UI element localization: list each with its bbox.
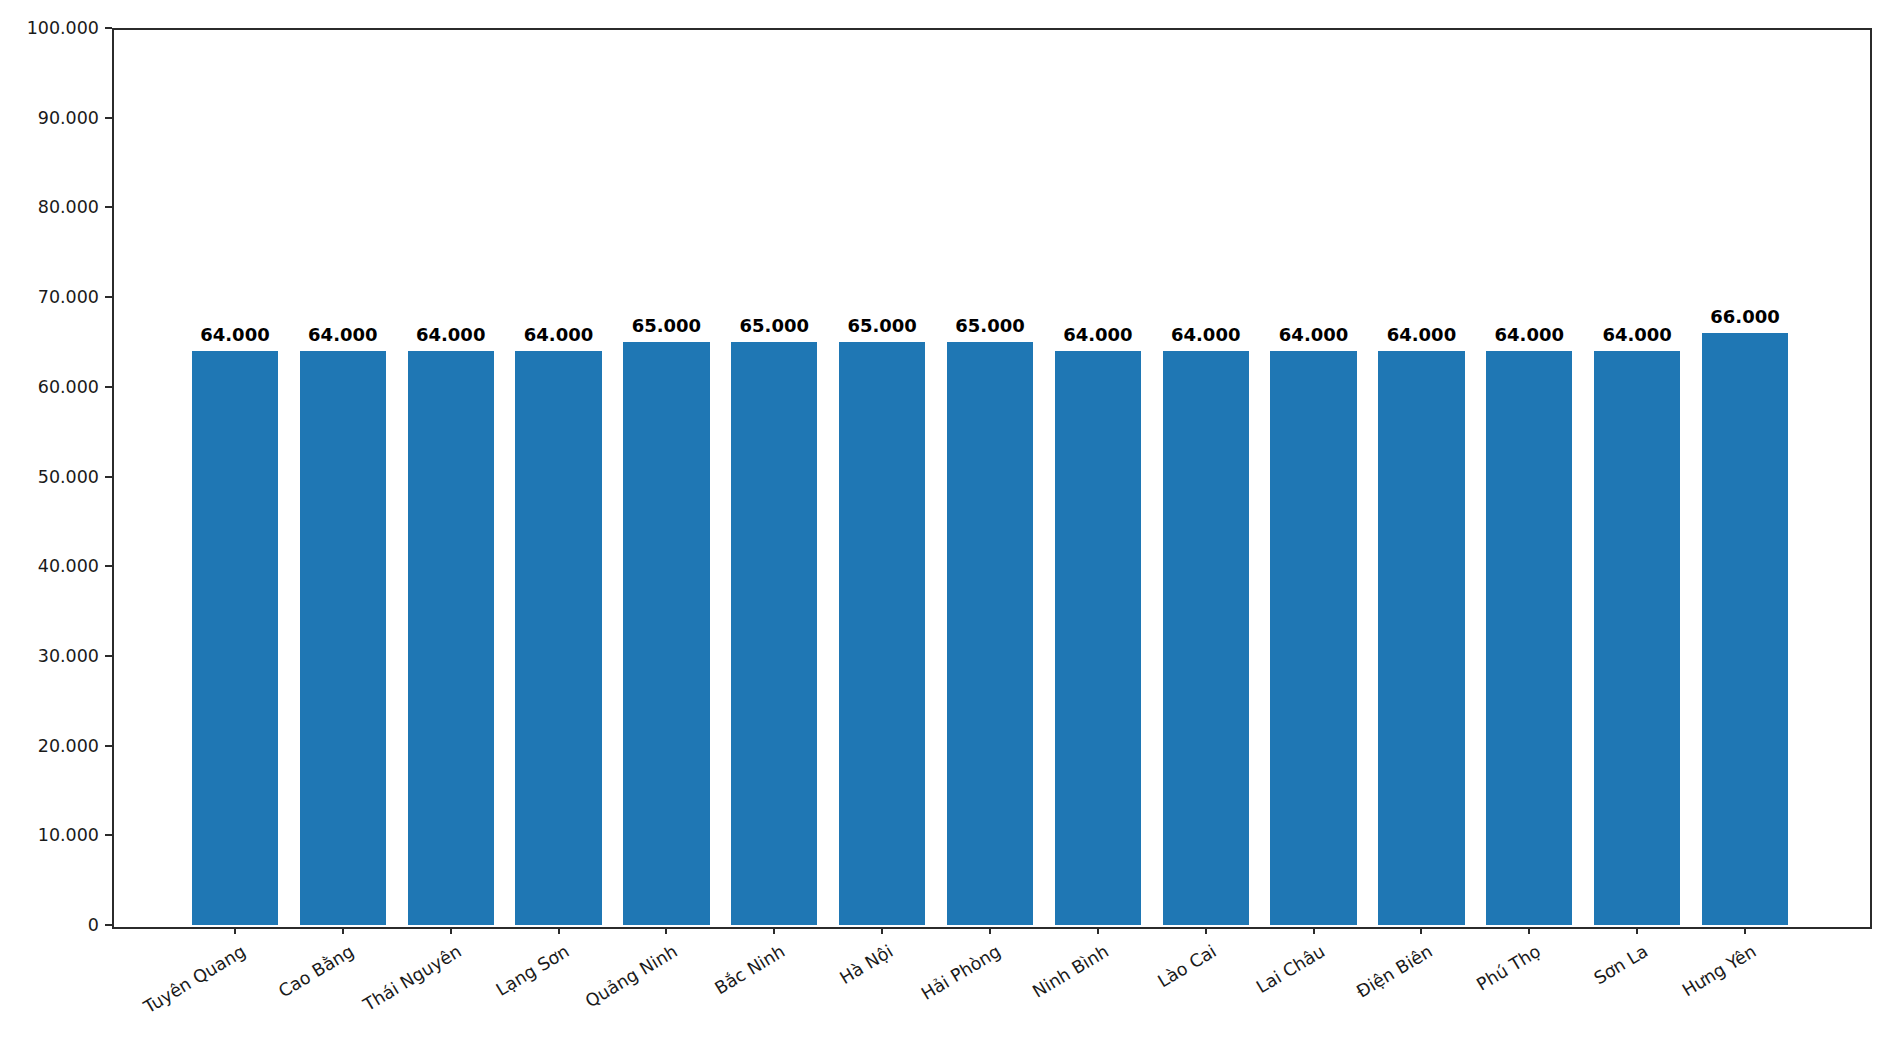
y-tick-mark bbox=[105, 924, 112, 926]
x-tick-mark bbox=[558, 927, 560, 934]
x-tick-mark bbox=[989, 927, 991, 934]
y-tick-label: 80.000 bbox=[4, 197, 99, 217]
x-tick-label: Điện Biên bbox=[1353, 941, 1436, 1002]
bar-value-label: 64.000 bbox=[200, 324, 269, 345]
bar bbox=[1378, 351, 1464, 925]
y-tick-label: 30.000 bbox=[4, 646, 99, 666]
y-tick-label: 60.000 bbox=[4, 377, 99, 397]
bar-value-label: 64.000 bbox=[1495, 324, 1564, 345]
x-tick-label: Hưng Yên bbox=[1679, 941, 1760, 1001]
y-tick-mark bbox=[105, 296, 112, 298]
bar-value-label: 64.000 bbox=[308, 324, 377, 345]
bar-value-label: 64.000 bbox=[1063, 324, 1132, 345]
bar bbox=[1486, 351, 1572, 925]
x-tick-label: Quảng Ninh bbox=[582, 941, 681, 1011]
bar bbox=[300, 351, 386, 925]
x-tick-mark bbox=[1744, 927, 1746, 934]
bar-value-label: 64.000 bbox=[1387, 324, 1456, 345]
bar-value-label: 65.000 bbox=[740, 315, 809, 336]
y-tick-label: 40.000 bbox=[4, 556, 99, 576]
y-tick-mark bbox=[105, 745, 112, 747]
bar-value-label: 65.000 bbox=[847, 315, 916, 336]
y-tick-label: 70.000 bbox=[4, 287, 99, 307]
bar bbox=[1163, 351, 1249, 925]
x-tick-mark bbox=[665, 927, 667, 934]
y-tick-mark bbox=[105, 834, 112, 836]
x-tick-label: Sơn La bbox=[1591, 941, 1652, 989]
bar-value-label: 65.000 bbox=[955, 315, 1024, 336]
x-tick-mark bbox=[881, 927, 883, 934]
bar-value-label: 64.000 bbox=[1279, 324, 1348, 345]
x-tick-mark bbox=[234, 927, 236, 934]
x-tick-mark bbox=[342, 927, 344, 934]
y-tick-label: 10.000 bbox=[4, 825, 99, 845]
bar-value-label: 64.000 bbox=[1602, 324, 1671, 345]
bar bbox=[947, 342, 1033, 925]
y-tick-label: 90.000 bbox=[4, 108, 99, 128]
x-tick-label: Hải Phòng bbox=[918, 941, 1004, 1004]
x-tick-label: Thái Nguyên bbox=[360, 941, 465, 1015]
y-tick-mark bbox=[105, 206, 112, 208]
bar bbox=[515, 351, 601, 925]
bar bbox=[623, 342, 709, 925]
x-tick-label: Bắc Ninh bbox=[711, 941, 788, 998]
x-tick-label: Lào Cai bbox=[1154, 941, 1220, 991]
y-tick-label: 20.000 bbox=[4, 736, 99, 756]
bar bbox=[1594, 351, 1680, 925]
x-tick-label: Ninh Bình bbox=[1029, 941, 1112, 1002]
x-tick-label: Cao Bằng bbox=[275, 941, 357, 1001]
x-tick-mark bbox=[1636, 927, 1638, 934]
x-tick-mark bbox=[1420, 927, 1422, 934]
y-tick-label: 0 bbox=[4, 915, 99, 935]
bar bbox=[839, 342, 925, 925]
x-tick-mark bbox=[1528, 927, 1530, 934]
x-tick-mark bbox=[1097, 927, 1099, 934]
y-tick-mark bbox=[105, 27, 112, 29]
x-tick-label: Lai Châu bbox=[1252, 941, 1327, 997]
x-tick-mark bbox=[1205, 927, 1207, 934]
x-tick-label: Hà Nội bbox=[836, 941, 896, 988]
bar-value-label: 66.000 bbox=[1710, 306, 1779, 327]
bar-value-label: 65.000 bbox=[632, 315, 701, 336]
bar-value-label: 64.000 bbox=[1171, 324, 1240, 345]
bar-value-label: 64.000 bbox=[416, 324, 485, 345]
bar bbox=[408, 351, 494, 925]
x-tick-mark bbox=[773, 927, 775, 934]
bar bbox=[1702, 333, 1788, 925]
y-tick-mark bbox=[105, 655, 112, 657]
bar bbox=[731, 342, 817, 925]
x-tick-mark bbox=[450, 927, 452, 934]
bar bbox=[1055, 351, 1141, 925]
x-tick-label: Lạng Sơn bbox=[493, 941, 573, 1000]
y-tick-mark bbox=[105, 386, 112, 388]
y-tick-label: 50.000 bbox=[4, 467, 99, 487]
x-tick-label: Tuyên Quang bbox=[141, 941, 250, 1017]
x-tick-label: Phú Thọ bbox=[1473, 941, 1544, 995]
y-tick-label: 100.000 bbox=[4, 18, 99, 38]
bar bbox=[192, 351, 278, 925]
y-tick-mark bbox=[105, 476, 112, 478]
bar-value-label: 64.000 bbox=[524, 324, 593, 345]
bar bbox=[1270, 351, 1356, 925]
bar-chart-figure: 0 10.000 20.000 30.000 40.000 50.000 60.000 70.… bbox=[0, 0, 1890, 1050]
y-tick-mark bbox=[105, 117, 112, 119]
x-tick-mark bbox=[1313, 927, 1315, 934]
y-tick-mark bbox=[105, 565, 112, 567]
